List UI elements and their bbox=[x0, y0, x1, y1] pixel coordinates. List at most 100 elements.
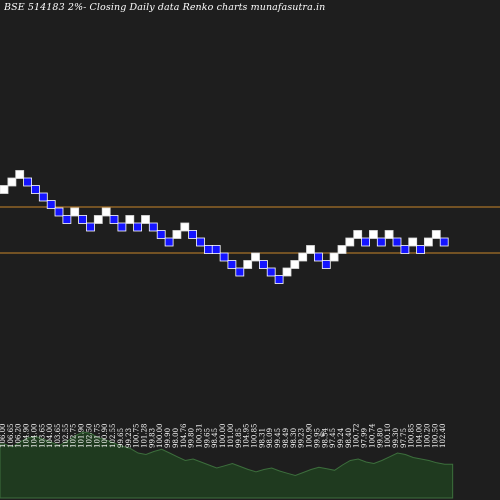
renko-bricks bbox=[0, 170, 449, 284]
renko-brick-down bbox=[313, 252, 323, 262]
renko-brick-down bbox=[86, 222, 95, 232]
renko-brick-up bbox=[431, 230, 441, 239]
price-label: 98.40 bbox=[345, 428, 353, 448]
annotation-label: 0 bbox=[320, 431, 324, 439]
price-label: 99.65 bbox=[117, 428, 125, 448]
renko-brick-down bbox=[227, 260, 237, 269]
renko-brick-down bbox=[117, 222, 127, 232]
renko-brick-down bbox=[203, 245, 213, 254]
price-label: 100.90 bbox=[101, 424, 109, 449]
price-label: 100.50 bbox=[431, 424, 439, 449]
renko-brick-up bbox=[345, 237, 355, 247]
price-label: 102.75 bbox=[70, 424, 78, 449]
price-label: 100.31 bbox=[196, 424, 204, 449]
renko-brick-down bbox=[62, 215, 72, 224]
price-label: 101.90 bbox=[78, 424, 86, 449]
renko-brick-down bbox=[188, 230, 198, 239]
price-label: 103.65 bbox=[38, 424, 46, 449]
price-label: 99.83 bbox=[148, 428, 156, 448]
renko-brick-up bbox=[101, 207, 111, 217]
price-label: 100.85 bbox=[408, 424, 416, 449]
renko-brick-up bbox=[353, 230, 363, 239]
renko-brick-down bbox=[23, 177, 33, 187]
chart-title: BSE 514183 2%- Closing Daily data Renko … bbox=[4, 2, 326, 13]
renko-brick-down bbox=[274, 275, 284, 284]
price-label: 99.95 bbox=[313, 428, 321, 448]
price-label: 99.24 bbox=[337, 427, 345, 448]
price-label: 100.00 bbox=[156, 424, 164, 449]
volume-area bbox=[0, 431, 454, 499]
renko-brick-down bbox=[109, 215, 119, 224]
price-label: 102.55 bbox=[109, 424, 117, 449]
renko-brick-down bbox=[196, 237, 205, 247]
renko-brick-up bbox=[125, 215, 135, 224]
renko-brick-down bbox=[439, 237, 449, 247]
renko-brick-down bbox=[321, 260, 331, 269]
renko-brick-up bbox=[306, 245, 315, 254]
renko-brick-down bbox=[78, 215, 87, 224]
renko-brick-down bbox=[258, 260, 268, 269]
price-label: 102.40 bbox=[439, 424, 447, 449]
renko-brick-up bbox=[337, 245, 347, 254]
renko-brick-up bbox=[7, 177, 17, 187]
renko-brick-up bbox=[15, 170, 25, 179]
price-label: 99.23 bbox=[125, 428, 133, 448]
price-label: 101.28 bbox=[141, 424, 149, 449]
price-label: 102.55 bbox=[62, 424, 70, 449]
price-label: 97.99 bbox=[361, 428, 369, 448]
renko-brick-down bbox=[30, 185, 40, 194]
price-label: 100.75 bbox=[133, 424, 141, 449]
price-label: 102.50 bbox=[86, 424, 94, 449]
price-label: 106.65 bbox=[7, 424, 15, 449]
price-label: 100.72 bbox=[353, 424, 361, 449]
renko-brick-up bbox=[423, 237, 433, 247]
renko-brick-up bbox=[70, 207, 80, 217]
price-label: 106.00 bbox=[0, 424, 7, 449]
price-label: 98.30 bbox=[290, 428, 298, 448]
price-label: 100.00 bbox=[219, 424, 227, 449]
price-label: 97.45 bbox=[329, 428, 337, 448]
price-label: 99.80 bbox=[188, 428, 196, 448]
renko-brick-up bbox=[180, 222, 190, 232]
price-label: 100.10 bbox=[384, 424, 392, 449]
renko-brick-down bbox=[148, 222, 158, 232]
renko-brick-up bbox=[172, 230, 182, 239]
renko-brick-up bbox=[329, 252, 339, 262]
price-label: 99.80 bbox=[376, 428, 384, 448]
renko-brick-down bbox=[361, 237, 371, 247]
renko-brick-down bbox=[235, 267, 245, 277]
renko-brick-up bbox=[408, 237, 418, 247]
renko-brick-down bbox=[219, 252, 229, 262]
renko-brick-up bbox=[384, 230, 394, 239]
renko-brick-down bbox=[376, 237, 386, 247]
renko-brick-up bbox=[368, 230, 378, 239]
price-label: 98.00 bbox=[172, 428, 180, 448]
renko-brick-up bbox=[282, 267, 292, 277]
price-label: 99.85 bbox=[235, 428, 243, 448]
price-label: 100.74 bbox=[368, 423, 376, 448]
renko-brick-down bbox=[400, 245, 410, 254]
price-label: 98.31 bbox=[258, 428, 266, 448]
price-label: 104.00 bbox=[416, 424, 424, 449]
price-label: 98.54 bbox=[321, 427, 329, 448]
price-label: 103.65 bbox=[54, 424, 62, 449]
renko-brick-up bbox=[93, 215, 103, 224]
price-label: 98.09 bbox=[266, 428, 274, 448]
price-label: 99.45 bbox=[274, 428, 282, 448]
renko-brick-down bbox=[164, 237, 174, 247]
renko-brick-down bbox=[266, 267, 276, 277]
price-label: 101.00 bbox=[227, 424, 235, 449]
renko-brick-down bbox=[133, 222, 143, 232]
price-label: 104.90 bbox=[23, 424, 31, 449]
renko-brick-up bbox=[251, 252, 260, 262]
price-label: 100.85 bbox=[251, 424, 259, 449]
renko-brick-down bbox=[156, 230, 166, 239]
renko-brick-up bbox=[243, 260, 253, 269]
price-label: 99.90 bbox=[164, 428, 172, 448]
price-label: 100.90 bbox=[306, 424, 314, 449]
price-label: 99.65 bbox=[203, 428, 211, 448]
price-label: 97.75 bbox=[400, 428, 408, 448]
price-label: 104.95 bbox=[243, 424, 251, 449]
renko-brick-up bbox=[0, 185, 9, 194]
